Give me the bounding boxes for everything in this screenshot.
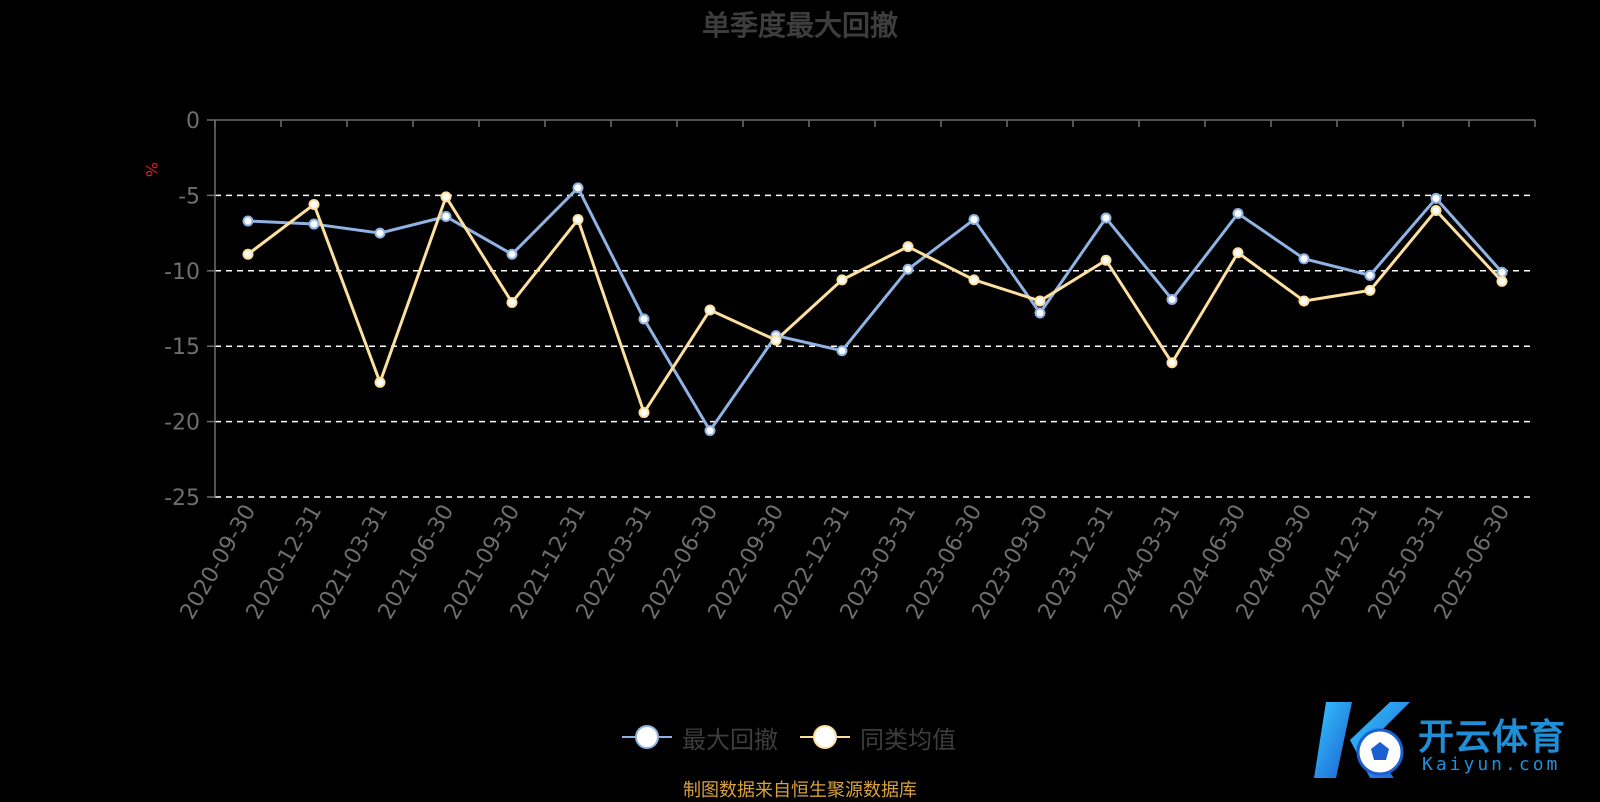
data-point-1 xyxy=(638,407,650,419)
data-point-1 xyxy=(1100,254,1112,266)
data-point-0 xyxy=(374,227,386,239)
data-point-0 xyxy=(1166,293,1178,305)
y-tick-label: -15 xyxy=(164,335,200,360)
y-tick-label: -25 xyxy=(164,486,200,511)
data-point-0 xyxy=(1496,266,1508,278)
legend-label-max-drawdown: 最大回撤 xyxy=(682,725,778,754)
data-point-1 xyxy=(770,334,782,346)
data-point-0 xyxy=(572,182,584,194)
legend-swatch-peer-average xyxy=(800,722,850,752)
series-line-0 xyxy=(247,186,1504,433)
chart-title: 单季度最大回撤 xyxy=(701,9,898,42)
data-point-1 xyxy=(242,248,254,260)
legend-label-peer-average: 同类均值 xyxy=(860,725,956,754)
data-point-1 xyxy=(1166,357,1178,369)
data-point-0 xyxy=(1232,207,1244,219)
data-point-1 xyxy=(1364,284,1376,296)
data-point-0 xyxy=(968,214,980,226)
y-axis-unit-label: % xyxy=(142,162,161,177)
legend-item-max-drawdown[interactable]: 最大回撤 xyxy=(622,720,778,755)
data-point-0 xyxy=(308,218,320,230)
logo-text-en: Kaiyun.com xyxy=(1422,754,1561,775)
data-point-0 xyxy=(1034,307,1046,319)
data-point-0 xyxy=(704,425,716,437)
data-point-1 xyxy=(506,296,518,308)
y-tick-label: -20 xyxy=(164,411,200,436)
kaiyun-logo xyxy=(1314,702,1410,778)
y-tick-label: -10 xyxy=(164,260,200,285)
data-point-1 xyxy=(836,274,848,286)
y-tick-label: -5 xyxy=(178,184,200,209)
data-point-1 xyxy=(440,191,452,203)
series-line-1 xyxy=(247,195,1504,415)
legend-swatch-max-drawdown xyxy=(622,722,672,752)
data-point-1 xyxy=(1034,295,1046,307)
y-tick-label: 0 xyxy=(186,109,200,134)
data-point-0 xyxy=(638,313,650,325)
data-point-1 xyxy=(1430,204,1442,216)
legend-item-peer-average[interactable]: 同类均值 xyxy=(800,720,956,755)
logo-text-cn: 开云体育 xyxy=(1418,717,1567,758)
data-point-1 xyxy=(902,241,914,253)
data-point-0 xyxy=(1100,212,1112,224)
data-point-1 xyxy=(1298,295,1310,307)
data-point-0 xyxy=(1364,269,1376,281)
data-point-0 xyxy=(440,211,452,223)
data-point-0 xyxy=(902,263,914,275)
data-point-1 xyxy=(374,376,386,388)
data-point-0 xyxy=(1298,253,1310,265)
data-point-0 xyxy=(836,345,848,357)
legend: 最大回撤 同类均值 xyxy=(622,720,978,754)
data-point-1 xyxy=(308,198,320,210)
data-point-1 xyxy=(572,214,584,226)
data-point-0 xyxy=(242,215,254,227)
source-note: 制图数据来自恒生聚源数据库 xyxy=(683,780,917,801)
data-point-1 xyxy=(968,274,980,286)
data-point-1 xyxy=(1232,247,1244,259)
data-point-0 xyxy=(1430,192,1442,204)
data-point-0 xyxy=(506,248,518,260)
data-point-1 xyxy=(704,304,716,316)
data-point-1 xyxy=(1496,275,1508,287)
